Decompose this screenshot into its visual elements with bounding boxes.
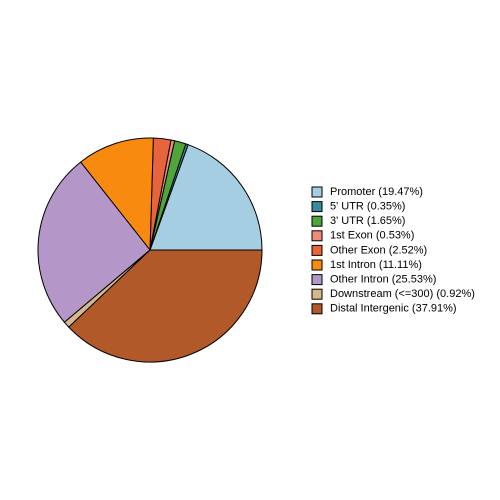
legend-swatch — [311, 186, 323, 198]
legend-swatch — [311, 274, 323, 286]
legend-label: Promoter (19.47%) — [330, 186, 423, 198]
legend-label: Downstream (<=300) (0.92%) — [330, 288, 475, 300]
legend-label: 1st Exon (0.53%) — [330, 230, 414, 242]
legend-swatch — [311, 259, 323, 271]
legend-label: 5' UTR (0.35%) — [330, 201, 405, 213]
pie-slice — [149, 144, 263, 251]
legend-swatch — [311, 201, 323, 213]
pie-slice — [79, 137, 154, 252]
legend-swatch — [311, 215, 323, 227]
legend-swatch — [311, 303, 323, 315]
pie-slice — [37, 161, 151, 323]
legend-swatch — [311, 230, 323, 242]
legend-label: Other Exon (2.52%) — [330, 244, 427, 256]
legend-swatch — [311, 244, 323, 256]
legend-label: 3' UTR (1.65%) — [330, 215, 405, 227]
pie-slice — [68, 249, 263, 363]
legend-label: Other Intron (25.53%) — [330, 274, 436, 286]
legend-label: 1st Intron (11.11%) — [330, 259, 422, 271]
legend-label: Distal Intergenic (37.91%) — [330, 303, 457, 315]
legend-swatch — [311, 288, 323, 300]
